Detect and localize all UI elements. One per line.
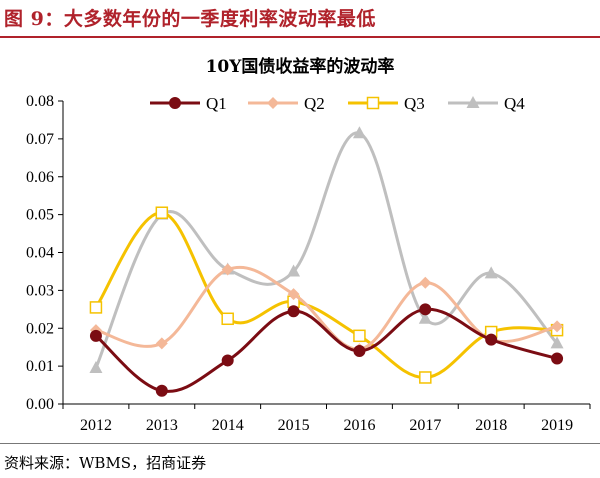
title-divider — [0, 36, 600, 38]
legend-label-q1: Q1 — [206, 94, 227, 113]
y-tick-label: 0.03 — [26, 282, 54, 299]
legend-marker-q3 — [366, 96, 380, 110]
y-tick-label: 0.01 — [26, 358, 54, 375]
data-point-q4 — [352, 126, 366, 139]
data-point-q3 — [353, 329, 366, 343]
data-point-q4 — [550, 336, 564, 349]
y-tick-label: 0.05 — [26, 207, 54, 224]
x-tick-label: 2019 — [541, 417, 573, 434]
x-tick-label: 2017 — [409, 417, 441, 434]
data-point-q1 — [551, 352, 564, 365]
x-tick-label: 2015 — [278, 417, 310, 434]
y-tick-label: 0.02 — [26, 320, 54, 337]
x-tick-label: 2012 — [80, 417, 112, 434]
legend-item-q4: Q4 — [448, 94, 525, 113]
legend-marker-q4 — [466, 96, 480, 108]
data-point-q2 — [287, 288, 300, 301]
y-tick-label: 0.04 — [26, 245, 54, 262]
source-divider — [0, 443, 600, 444]
data-point-q3 — [155, 206, 169, 219]
data-point-q1 — [419, 303, 432, 316]
data-point-q1 — [221, 354, 234, 367]
legend-label-q4: Q4 — [504, 94, 525, 113]
x-tick-label: 2016 — [343, 417, 375, 434]
y-tick-label: 0.08 — [26, 93, 54, 110]
legend-item-q1: Q1 — [150, 94, 227, 113]
y-tick-label: 0.00 — [26, 396, 54, 413]
data-point-q4 — [89, 361, 103, 374]
data-point-q1 — [287, 305, 300, 318]
data-point-q1 — [89, 329, 102, 342]
legend-label-q2: Q2 — [304, 94, 325, 113]
series-line-q3 — [94, 211, 558, 379]
data-point-q1 — [353, 344, 366, 357]
data-point-q1 — [155, 384, 168, 397]
y-tick-label: 0.06 — [26, 169, 54, 186]
data-point-q4 — [287, 264, 301, 277]
source-note: 资料来源：WBMS，招商证券 — [4, 454, 207, 472]
legend-marker-q1 — [169, 97, 181, 109]
data-point-q2 — [419, 276, 432, 289]
data-point-q2 — [221, 263, 234, 276]
data-point-q3 — [419, 371, 432, 384]
legend-item-q3: Q3 — [348, 94, 425, 113]
series-line-q1 — [94, 307, 558, 393]
data-point-q4 — [418, 311, 432, 324]
series-q1 — [89, 303, 564, 397]
chart-title: 10Y国债收益率的波动率 — [205, 57, 395, 77]
axes: 0.00 0.01 0.02 0.03 0.04 0.05 0.06 0.07 0.08 2012… — [26, 93, 591, 434]
data-point-q3 — [89, 301, 103, 314]
x-tick-label: 2018 — [475, 417, 507, 434]
x-tick-label: 2013 — [146, 417, 178, 434]
data-point-q2 — [551, 320, 564, 333]
data-point-q3 — [221, 312, 234, 326]
data-point-q1 — [485, 333, 498, 346]
data-point-q2 — [155, 337, 168, 350]
series-lines — [89, 126, 564, 397]
y-tick-label: 0.07 — [26, 131, 54, 148]
x-tick-label: 2014 — [212, 417, 244, 434]
series-q3 — [89, 206, 564, 384]
legend-label-q3: Q3 — [404, 94, 425, 113]
data-point-q4 — [484, 266, 498, 279]
legend-marker-q2 — [267, 97, 279, 109]
legend-item-q2: Q2 — [248, 94, 325, 113]
legend: Q1 Q2 Q3 Q4 — [150, 94, 525, 113]
figure-title: 图 9：大多数年份的一季度利率波动率最低 — [4, 8, 376, 30]
